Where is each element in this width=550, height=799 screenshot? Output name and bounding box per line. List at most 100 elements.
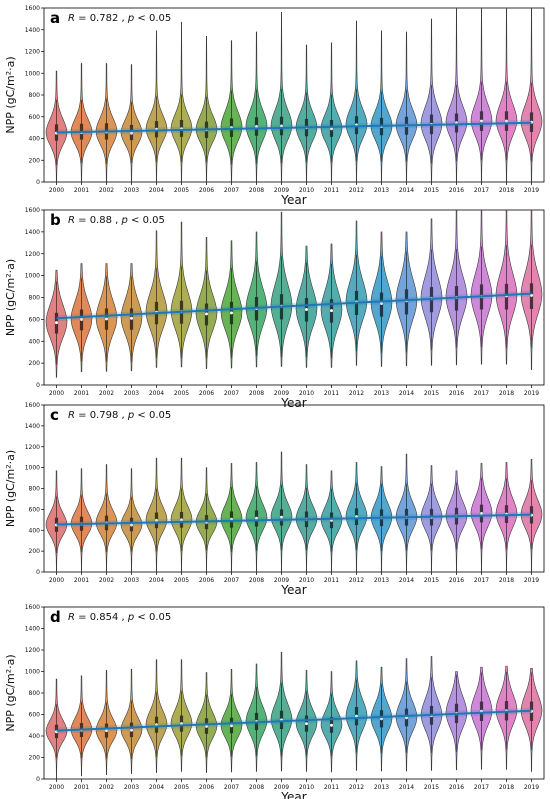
y-tick-label: 400	[29, 136, 41, 143]
x-tick-label-2003: 2003	[124, 390, 139, 397]
y-tick-label: 0	[36, 776, 40, 783]
y-tick-label: 1600	[25, 207, 40, 214]
trend-line	[56, 709, 532, 732]
median-point-2012	[355, 714, 358, 718]
x-tick-label-2010: 2010	[299, 784, 314, 791]
panel-d: 0 200 400 600 800 1000 1200 1400 1600 2000 2001 200…	[4, 604, 545, 799]
x-tick-label-2007: 2007	[224, 784, 239, 791]
x-tick-label-2000: 2000	[49, 784, 64, 791]
y-tick-label: 0	[36, 382, 40, 389]
x-tick-label-2011: 2011	[324, 784, 339, 791]
x-tick-label-2009: 2009	[274, 784, 289, 791]
x-tick-label-2011: 2011	[324, 390, 339, 397]
x-tick-label-2013: 2013	[374, 784, 389, 791]
y-tick-label: 600	[29, 506, 41, 513]
x-tick-label-2008: 2008	[249, 577, 264, 584]
median-point-2006	[205, 312, 208, 316]
panel-label: c	[50, 406, 59, 424]
x-tick-label-2003: 2003	[124, 784, 139, 791]
panel-label: b	[50, 211, 61, 229]
median-point-2003	[130, 523, 133, 527]
x-tick-label-2005: 2005	[174, 784, 189, 791]
x-tick-label-2017: 2017	[474, 577, 489, 584]
median-point-2018	[505, 119, 508, 123]
x-tick-label-2005: 2005	[174, 187, 189, 194]
x-axis-label: Year	[280, 396, 306, 410]
y-tick-label: 1600	[25, 604, 40, 611]
x-tick-label-2012: 2012	[349, 784, 364, 791]
median-point-2006	[205, 724, 208, 728]
y-tick-label: 800	[29, 690, 41, 697]
y-axis-label: NPP (gC/m²·a)	[4, 259, 17, 336]
x-tick-label-2010: 2010	[299, 390, 314, 397]
y-tick-label: 1400	[25, 229, 40, 236]
x-tick-label-2019: 2019	[524, 187, 539, 194]
x-tick-label-2015: 2015	[424, 784, 439, 791]
panel-label: a	[50, 9, 60, 27]
median-point-2003	[130, 131, 133, 135]
median-point-2004	[155, 518, 158, 522]
y-tick-label: 400	[29, 527, 41, 534]
x-tick-label-2000: 2000	[49, 577, 64, 584]
x-tick-label-2004: 2004	[149, 390, 164, 397]
y-tick-label: 200	[29, 360, 41, 367]
x-tick-label-2015: 2015	[424, 577, 439, 584]
trend-line	[56, 292, 532, 320]
y-tick-label: 0	[36, 569, 40, 576]
x-tick-label-2010: 2010	[299, 577, 314, 584]
median-point-2011	[330, 127, 333, 131]
plot-frame	[43, 404, 545, 573]
x-tick-label-2004: 2004	[149, 784, 164, 791]
x-tick-label-2012: 2012	[349, 577, 364, 584]
x-tick-label-2018: 2018	[499, 390, 514, 397]
y-tick-label: 800	[29, 92, 41, 99]
x-tick-label-2014: 2014	[399, 784, 414, 791]
y-axis-label: NPP (gC/m²·a)	[4, 654, 17, 731]
y-axis-label: NPP (gC/m²·a)	[4, 450, 17, 527]
x-tick-label-2008: 2008	[249, 390, 264, 397]
x-tick-label-2002: 2002	[99, 784, 114, 791]
y-tick-label: 1000	[25, 669, 40, 676]
median-point-2007	[230, 311, 233, 315]
median-point-2017	[480, 119, 483, 123]
y-tick-label: 1000	[25, 465, 40, 472]
median-point-2001	[80, 317, 83, 321]
median-point-2003	[130, 728, 133, 732]
x-tick-label-2016: 2016	[449, 187, 464, 194]
x-tick-label-2008: 2008	[249, 784, 264, 791]
x-tick-label-2015: 2015	[424, 390, 439, 397]
stat-annotation: R = 0.798 , p < 0.05	[68, 410, 171, 421]
median-point-2003	[130, 316, 133, 320]
x-tick-label-2007: 2007	[224, 577, 239, 584]
x-tick-label-2011: 2011	[324, 577, 339, 584]
x-tick-label-2010: 2010	[299, 187, 314, 194]
plot-frame	[43, 7, 545, 183]
median-point-2005	[180, 518, 183, 522]
trend-line	[56, 121, 532, 134]
x-tick-label-2004: 2004	[149, 187, 164, 194]
y-tick-label: 600	[29, 712, 41, 719]
x-tick-label-2005: 2005	[174, 577, 189, 584]
x-tick-label-2002: 2002	[99, 187, 114, 194]
x-tick-label-2017: 2017	[474, 187, 489, 194]
y-tick-label: 1600	[25, 402, 40, 409]
median-point-2013	[380, 302, 383, 306]
x-tick-label-2014: 2014	[399, 187, 414, 194]
median-point-2009	[280, 515, 283, 519]
y-tick-label: 800	[29, 295, 41, 302]
x-tick-label-2006: 2006	[199, 390, 214, 397]
x-tick-label-2003: 2003	[124, 187, 139, 194]
median-point-2000	[55, 321, 58, 325]
y-tick-label: 0	[36, 179, 40, 186]
x-axis-label: Year	[280, 193, 306, 207]
y-tick-label: 1200	[25, 251, 40, 258]
x-tick-label-2002: 2002	[99, 577, 114, 584]
x-tick-label-2019: 2019	[524, 577, 539, 584]
panel-label: d	[50, 608, 61, 626]
x-tick-label-2018: 2018	[499, 784, 514, 791]
x-tick-label-2009: 2009	[274, 390, 289, 397]
x-tick-label-2007: 2007	[224, 390, 239, 397]
x-tick-label-2011: 2011	[324, 187, 339, 194]
x-axis-label: Year	[280, 583, 306, 597]
x-tick-label-2001: 2001	[74, 390, 89, 397]
